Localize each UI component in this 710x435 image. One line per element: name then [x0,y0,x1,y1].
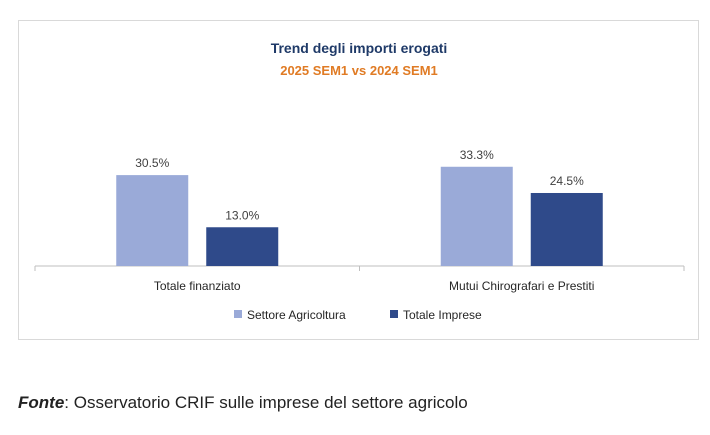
bar-settore-agricoltura [440,166,513,266]
data-label: 33.3% [460,148,494,162]
bar-settore-agricoltura [116,175,189,266]
chart-frame: Trend degli importi erogati 2025 SEM1 vs… [18,20,699,340]
category-label: Totale finanziato [154,279,241,293]
chart-subtitle: 2025 SEM1 vs 2024 SEM1 [280,63,438,78]
legend-label: Settore Agricoltura [247,308,346,322]
data-label: 13.0% [225,208,259,222]
legend-label: Totale Imprese [403,308,482,322]
category-label: Mutui Chirografari e Prestiti [449,279,594,293]
legend-swatch [234,310,242,318]
bar-totale-imprese [530,192,603,266]
source-text: : Osservatorio CRIF sulle imprese del se… [64,393,468,412]
data-label: 30.5% [135,156,169,170]
source-note: Fonte: Osservatorio CRIF sulle imprese d… [18,393,468,413]
source-label: Fonte [18,393,65,412]
chart-title: Trend degli importi erogati [271,40,448,56]
bar-chart: Trend degli importi erogati 2025 SEM1 vs… [34,40,685,322]
legend-swatch [390,310,398,318]
bar-totale-imprese [206,227,279,266]
data-label: 24.5% [550,174,584,188]
